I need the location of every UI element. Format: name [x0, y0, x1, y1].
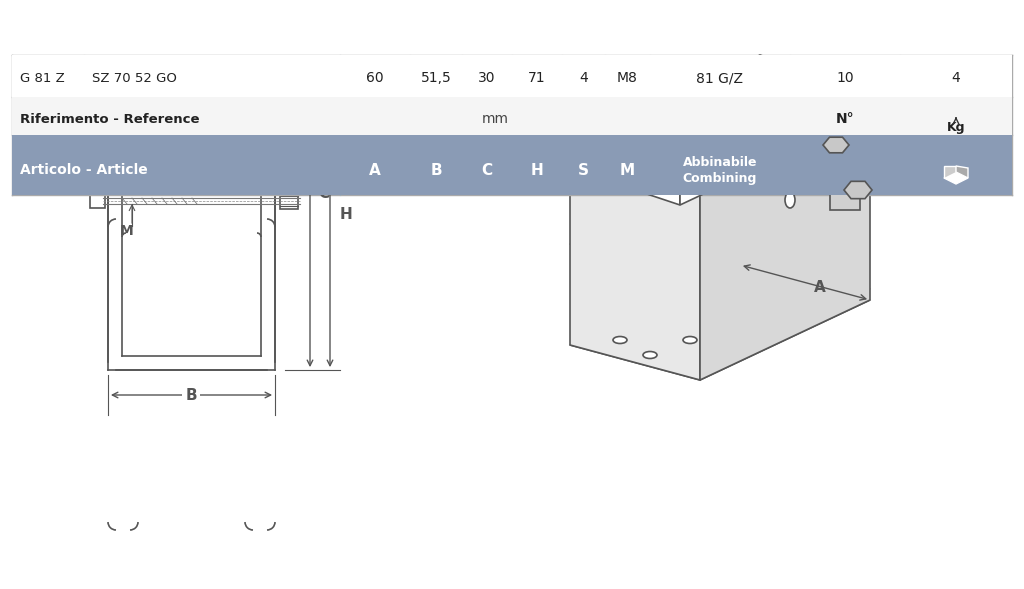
Polygon shape: [700, 95, 870, 380]
Polygon shape: [956, 166, 968, 178]
Text: 71: 71: [528, 71, 546, 85]
Text: G 81 Z: G 81 Z: [20, 71, 65, 84]
Text: N°: N°: [836, 112, 854, 126]
Text: B: B: [185, 388, 197, 402]
Bar: [12, 97, 1012, 135]
Ellipse shape: [613, 336, 627, 343]
Polygon shape: [570, 140, 700, 380]
Text: Articolo - Article: Articolo - Article: [20, 163, 147, 177]
Text: Abbinabile
Combining: Abbinabile Combining: [683, 155, 758, 184]
Text: mm: mm: [481, 112, 509, 126]
Ellipse shape: [643, 352, 657, 359]
Text: SZ 70 52 GO: SZ 70 52 GO: [92, 71, 177, 84]
Polygon shape: [680, 85, 850, 205]
Text: 81 G/Z: 81 G/Z: [696, 71, 743, 85]
Text: C: C: [481, 163, 493, 177]
Polygon shape: [823, 137, 849, 153]
Text: S: S: [78, 80, 88, 94]
Text: A: A: [369, 163, 381, 177]
Polygon shape: [590, 135, 680, 205]
Bar: [12, 135, 1012, 195]
Polygon shape: [844, 181, 872, 198]
Text: A: A: [814, 280, 826, 295]
Text: M: M: [620, 163, 635, 177]
Polygon shape: [944, 172, 968, 184]
Bar: [12, 55, 1012, 97]
Text: 4: 4: [580, 71, 588, 85]
Text: C: C: [318, 186, 329, 200]
Text: 10: 10: [837, 71, 854, 85]
Text: H: H: [530, 163, 544, 177]
Text: M: M: [120, 224, 134, 238]
Polygon shape: [810, 127, 838, 163]
Polygon shape: [590, 55, 850, 165]
Polygon shape: [944, 166, 956, 178]
Text: B: B: [430, 163, 441, 177]
Ellipse shape: [683, 336, 697, 343]
Ellipse shape: [785, 192, 795, 208]
Polygon shape: [830, 170, 860, 210]
Text: Kg: Kg: [947, 121, 966, 134]
Text: 51,5: 51,5: [421, 71, 452, 85]
Text: S: S: [578, 163, 589, 177]
Text: 30: 30: [478, 71, 496, 85]
Text: H: H: [340, 207, 352, 221]
Text: 4: 4: [951, 71, 961, 85]
Text: Riferimento - Reference: Riferimento - Reference: [20, 112, 200, 125]
Polygon shape: [570, 265, 870, 380]
Polygon shape: [570, 209, 870, 324]
Text: 60: 60: [367, 71, 384, 85]
Text: M8: M8: [617, 71, 638, 85]
